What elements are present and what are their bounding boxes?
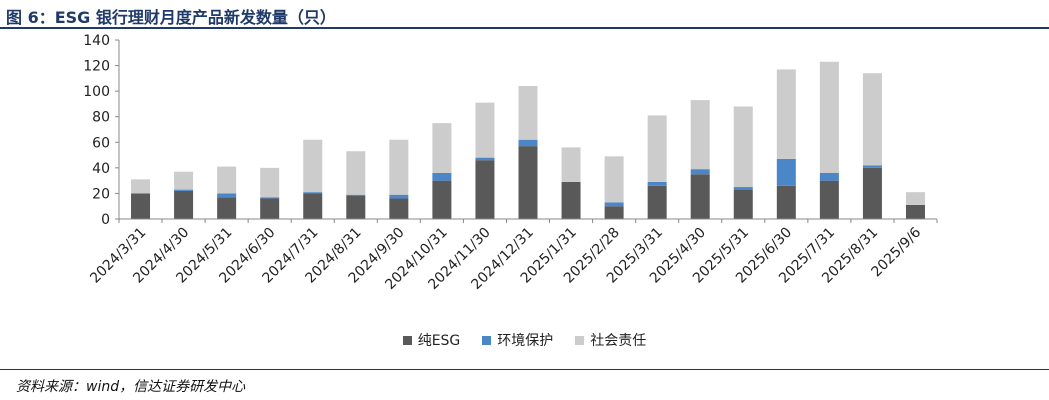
source-note: 资料来源：wind，信达证券研发中心 <box>16 379 246 395</box>
x-axis: 2024/3/312024/4/302024/5/312024/6/302024… <box>87 218 938 293</box>
bar-segment-2-2024-4-30 <box>174 189 194 191</box>
y-tick-label: 40 <box>92 161 110 177</box>
bar-segment-3-2024-12-31 <box>518 86 538 140</box>
y-tick-label: 120 <box>83 59 110 75</box>
bar-segment-3-2024-8-31 <box>346 151 366 195</box>
y-tick-label: 60 <box>92 135 110 151</box>
bar-chart: 0 20 40 60 80 100 120 140 2024/3/312024/4/30202… <box>83 33 938 293</box>
bar-segment-1-2024-8-31 <box>346 195 366 219</box>
bar-segment-1-2025-2-28 <box>604 206 624 219</box>
bar-segment-1-2025-1-31 <box>561 181 581 219</box>
bar-segment-3-2024-10-31 <box>432 123 452 173</box>
bar-segment-1-2025-6-30 <box>776 185 796 219</box>
bar-segment-2-2024-8-31 <box>346 194 366 196</box>
y-tick-label: 0 <box>101 212 110 228</box>
legend-label: 社会责任 <box>590 333 647 349</box>
bar-segment-1-2024-10-31 <box>432 180 452 219</box>
bar-segment-2-2025-5-31 <box>733 187 753 190</box>
bar-segment-1-2025-3-31 <box>647 185 667 219</box>
legend-label: 纯ESG <box>417 333 461 349</box>
legend-swatch <box>402 335 412 345</box>
bar-segment-1-2025-8-31 <box>862 167 882 219</box>
bar-segment-2-2024-6-30 <box>260 197 280 199</box>
bar-segment-3-2025-1-31 <box>561 147 581 182</box>
bar-segment-3-2024-11-30 <box>475 102 495 158</box>
y-tick-label: 140 <box>83 33 110 49</box>
bar-segment-1-2024-7-31 <box>303 193 323 219</box>
y-axis: 0 20 40 60 80 100 120 140 <box>83 33 120 228</box>
legend-swatch <box>575 335 585 345</box>
bar-segment-1-2025-7-31 <box>819 180 839 219</box>
legend-swatch <box>482 335 492 345</box>
bar-segment-3-2025-4-30 <box>690 100 710 170</box>
bar-segment-1-2024-3-31 <box>131 193 151 219</box>
bar-segment-3-2025-6-30 <box>776 69 796 159</box>
y-tick-label: 20 <box>92 186 110 202</box>
bar-segment-2-2025-3-31 <box>647 181 667 186</box>
bar-segment-1-2024-4-30 <box>174 190 194 219</box>
bar-segment-3-2024-5-31 <box>217 166 237 194</box>
legend-item: 纯ESG <box>402 330 461 350</box>
legend-label: 环境保护 <box>497 333 554 349</box>
bar-segment-2-2025-8-31 <box>862 165 882 168</box>
bar-segment-2-2024-10-31 <box>432 172 452 181</box>
bar-segment-2-2025-6-30 <box>776 158 796 186</box>
bar-segment-2-2024-9-30 <box>389 194 409 199</box>
bar-segment-2-2024-5-31 <box>217 193 237 198</box>
bar-segment-3-2024-6-30 <box>260 167 280 198</box>
bar-segment-1-2024-5-31 <box>217 197 237 219</box>
legend: 纯ESG 环境保护 社会责任 <box>0 330 1049 350</box>
bar-segment-1-2025-4-30 <box>690 174 710 219</box>
bar-segment-1-2024-9-30 <box>389 198 409 219</box>
bottom-rule <box>0 369 1049 370</box>
y-tick-label: 80 <box>92 110 110 126</box>
bar-segment-2-2025-4-30 <box>690 169 710 175</box>
y-tick-label: 100 <box>83 84 110 100</box>
bar-segment-1-2025-9-6 <box>905 204 925 219</box>
bar-segment-2-2024-12-31 <box>518 139 538 147</box>
bar-segment-1-2024-11-30 <box>475 160 495 219</box>
bar-segment-2-2025-7-31 <box>819 172 839 181</box>
bar-segment-3-2025-2-28 <box>604 156 624 203</box>
title-rule <box>0 27 1049 29</box>
bar-segment-3-2025-5-31 <box>733 106 753 188</box>
bar-segment-2-2024-11-30 <box>475 157 495 161</box>
bar-segment-1-2024-6-30 <box>260 198 280 219</box>
bar-segment-2-2025-2-28 <box>604 202 624 207</box>
bar-segment-3-2024-3-31 <box>131 179 151 194</box>
bar-segment-1-2024-12-31 <box>518 146 538 219</box>
legend-item: 环境保护 <box>482 330 553 350</box>
bar-segment-3-2025-7-31 <box>819 61 839 173</box>
bar-segment-3-2025-3-31 <box>647 115 667 182</box>
figure-title: 图 6：ESG 银行理财月度产品新发数量（只） <box>6 8 336 27</box>
bar-segment-3-2024-7-31 <box>303 139 323 193</box>
bars <box>131 61 925 219</box>
bar-segment-3-2025-9-6 <box>905 192 925 205</box>
bar-segment-2-2024-7-31 <box>303 192 323 194</box>
legend-item: 社会责任 <box>575 330 646 350</box>
bar-segment-1-2025-5-31 <box>733 189 753 219</box>
bar-segment-3-2024-4-30 <box>174 171 194 190</box>
bar-segment-3-2024-9-30 <box>389 139 409 195</box>
bar-segment-3-2025-8-31 <box>862 73 882 166</box>
